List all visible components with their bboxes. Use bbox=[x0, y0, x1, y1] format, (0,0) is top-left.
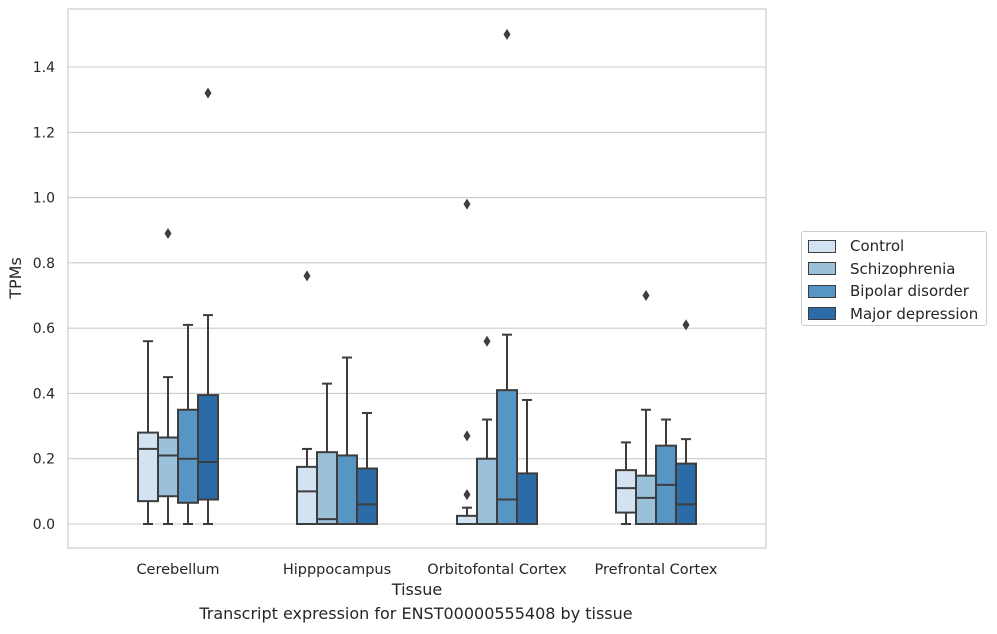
x-tick-label: Prefrontal Cortex bbox=[595, 562, 718, 578]
box-iqr bbox=[177, 408, 199, 504]
plot-frame bbox=[67, 8, 767, 549]
legend-swatch bbox=[808, 239, 836, 253]
y-tick-label: 1.2 bbox=[33, 125, 55, 141]
outlier-point bbox=[682, 319, 690, 331]
outlier-point bbox=[463, 198, 471, 210]
box-iqr bbox=[197, 394, 219, 501]
box-iqr bbox=[635, 474, 657, 525]
box bbox=[197, 87, 219, 525]
legend-label: Major depression bbox=[850, 304, 979, 323]
box-iqr bbox=[316, 451, 338, 525]
y-tick-label: 0.8 bbox=[33, 256, 55, 272]
x-tick-labels: Cerebellum Hipppocampus Orbitofontal Corte… bbox=[136, 562, 717, 578]
box bbox=[157, 227, 179, 525]
box-iqr bbox=[476, 457, 498, 526]
y-tick-label: 1.0 bbox=[33, 191, 55, 207]
x-tick-label: Hipppocampus bbox=[283, 562, 391, 578]
box bbox=[356, 412, 378, 525]
y-tick-labels: 0.0 0.2 0.4 0.6 0.8 1.0 1.2 1.4 bbox=[33, 60, 55, 533]
y-tick-label: 0.4 bbox=[33, 386, 55, 402]
chart-title: Transcript expression for ENST0000055540… bbox=[199, 604, 633, 623]
x-tick-label: Cerebellum bbox=[136, 562, 219, 578]
legend-label: Bipolar disorder bbox=[850, 282, 969, 300]
box bbox=[635, 290, 657, 525]
legend-item: Bipolar disorder bbox=[808, 281, 969, 301]
box-iqr bbox=[137, 431, 159, 503]
legend-item: Schizophrenia bbox=[808, 259, 955, 279]
y-tick-label: 0.6 bbox=[33, 321, 55, 337]
box bbox=[476, 335, 498, 526]
box bbox=[336, 356, 358, 526]
box bbox=[137, 340, 159, 525]
box bbox=[456, 198, 478, 526]
box-iqr bbox=[336, 454, 358, 526]
outlier-point bbox=[503, 28, 511, 40]
box bbox=[177, 323, 199, 525]
outlier-point bbox=[483, 335, 491, 347]
box-series bbox=[137, 28, 697, 526]
box-iqr bbox=[496, 389, 518, 525]
legend-label: Control bbox=[850, 237, 905, 255]
box-iqr bbox=[296, 465, 318, 525]
legend-item: Major depression bbox=[808, 304, 978, 324]
box-iqr bbox=[516, 472, 538, 525]
box bbox=[615, 441, 637, 525]
legend-swatch bbox=[808, 284, 836, 298]
y-tick-label: 0.2 bbox=[33, 452, 55, 468]
series-schizophrenia bbox=[157, 227, 657, 526]
box-iqr bbox=[615, 469, 637, 514]
legend-swatch bbox=[808, 307, 836, 320]
y-axis-label: TPMs bbox=[6, 257, 25, 300]
box-iqr bbox=[675, 462, 697, 526]
outlier-point bbox=[642, 290, 650, 301]
outlier-point bbox=[463, 489, 471, 501]
x-axis-label: Tissue bbox=[391, 580, 442, 599]
outlier-point bbox=[463, 430, 471, 442]
legend-item: Control bbox=[808, 236, 904, 256]
y-tick-label: 1.4 bbox=[33, 60, 55, 76]
series-major-depression bbox=[197, 87, 697, 526]
box bbox=[296, 270, 318, 525]
box bbox=[516, 398, 538, 525]
legend-swatch bbox=[808, 262, 836, 275]
legend-label: Schizophrenia bbox=[850, 259, 956, 278]
series-bipolar-disorder bbox=[177, 28, 677, 526]
box-iqr bbox=[456, 514, 478, 526]
box bbox=[316, 382, 338, 525]
box-iqr bbox=[157, 436, 179, 498]
legend: Control Schizophrenia Bipolar disorder Majo… bbox=[801, 231, 987, 326]
y-tick-label: 0.0 bbox=[33, 517, 55, 533]
outlier-point bbox=[204, 87, 212, 99]
outlier-point bbox=[303, 270, 311, 282]
box bbox=[675, 319, 697, 526]
box bbox=[655, 418, 677, 525]
box bbox=[496, 28, 518, 525]
box-iqr bbox=[356, 467, 378, 525]
x-tick-label: Orbitofontal Cortex bbox=[427, 562, 567, 578]
outlier-point bbox=[164, 227, 172, 239]
